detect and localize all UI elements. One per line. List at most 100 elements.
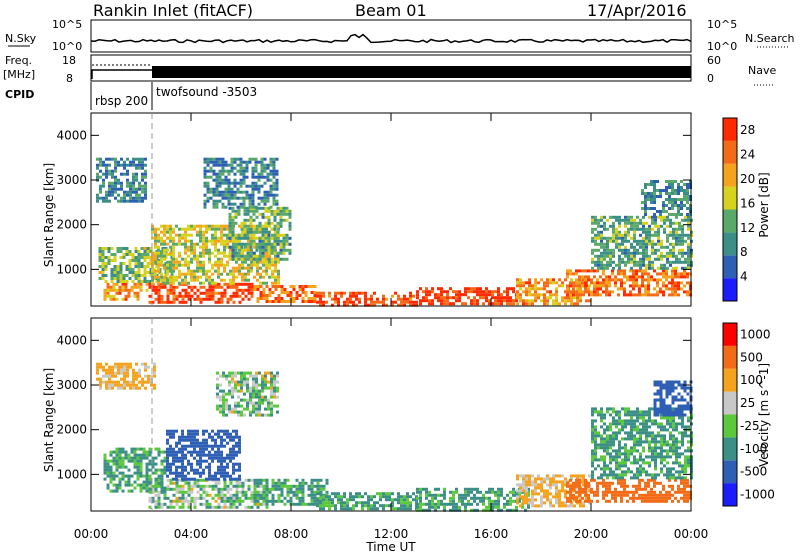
heatmap-cell [187, 294, 191, 298]
heatmap-cell [473, 296, 476, 300]
heatmap-cell [126, 365, 129, 369]
heatmap-cell [564, 290, 567, 294]
heatmap-cell [157, 239, 160, 243]
heatmap-cell [175, 459, 178, 463]
heatmap-cell [644, 290, 647, 294]
heatmap-cell [261, 386, 264, 390]
heatmap-cell [108, 163, 111, 167]
heatmap-cell [672, 266, 675, 270]
heatmap-cell [211, 266, 214, 270]
heatmap-cell [254, 175, 258, 179]
heatmap-cell [259, 490, 263, 494]
heatmap-cell [219, 398, 222, 402]
heatmap-cell [226, 496, 230, 500]
heatmap-cell [515, 505, 518, 509]
heatmap-cell [561, 486, 564, 490]
heatmap-cell [232, 444, 235, 448]
heatmap-cell [648, 215, 651, 219]
heatmap-cell [103, 477, 107, 481]
heatmap-cell [645, 227, 648, 231]
heatmap-cell [674, 478, 677, 482]
heatmap-cell [250, 224, 253, 228]
heatmap-cell [346, 303, 349, 307]
heatmap-cell [248, 193, 252, 197]
heatmap-cell [154, 471, 158, 475]
heatmap-cell [137, 262, 141, 265]
freq-tick-bottom: 8 [66, 72, 73, 85]
heatmap-cell [259, 502, 263, 506]
heatmap-cell [129, 181, 132, 185]
heatmap-cell [283, 288, 287, 291]
heatmap-cell [229, 272, 232, 276]
heatmap-cell [506, 493, 509, 497]
heatmap-cell [184, 288, 188, 292]
heatmap-cell [578, 478, 581, 482]
heatmap-cell [277, 224, 280, 228]
heatmap-cell [663, 227, 666, 231]
heatmap-cell [242, 160, 246, 164]
heatmap-cell [618, 215, 621, 219]
heatmap-cell [238, 269, 241, 273]
heatmap-cell [150, 374, 153, 378]
heatmap-cell [681, 254, 684, 258]
heatmap-cell [193, 502, 197, 506]
heatmap-cell [234, 401, 237, 405]
heatmap-cell [301, 490, 305, 494]
heatmap-cell [379, 492, 382, 496]
heatmap-cell [253, 285, 257, 288]
colorbar-tick-label: 24 [740, 148, 755, 162]
heatmap-cell [238, 474, 241, 478]
heatmap-cell [231, 386, 234, 390]
heatmap-cell [669, 254, 672, 258]
heatmap-cell [292, 288, 296, 291]
heatmap-cell [572, 281, 575, 285]
heatmap-cell [255, 392, 258, 396]
heatmap-cell [331, 492, 334, 496]
heatmap-cell [552, 293, 555, 297]
heatmap-cell [657, 227, 660, 231]
heatmap-cell [584, 290, 587, 294]
heatmap-cell [391, 501, 394, 505]
heatmap-cell [594, 227, 597, 231]
heatmap-cell [175, 233, 178, 237]
heatmap-cell [596, 284, 599, 288]
heatmap-cell [259, 496, 263, 500]
heatmap-cell [202, 269, 205, 273]
heatmap-cell [672, 260, 675, 264]
heatmap-cell [226, 227, 229, 231]
heatmap-cell [680, 478, 683, 482]
heatmap-cell [275, 187, 279, 191]
heatmap-cell [257, 172, 261, 176]
heatmap-cell [674, 284, 677, 288]
heatmap-cell [239, 160, 243, 164]
heatmap-cell [603, 464, 606, 468]
heatmap-cell [645, 245, 648, 249]
heatmap-cell [157, 269, 160, 273]
heatmap-cell [669, 230, 672, 234]
heatmap-cell [262, 490, 266, 494]
heatmap-cell [677, 272, 680, 276]
heatmap-cell [316, 504, 319, 508]
heatmap-cell [276, 236, 280, 240]
heatmap-cell [584, 499, 587, 503]
heatmap-cell [206, 187, 210, 191]
heatmap-cell [205, 477, 208, 481]
heatmap-cell [415, 495, 418, 499]
heatmap-cell [137, 274, 141, 277]
heatmap-cell [627, 251, 630, 255]
heatmap-cell [124, 450, 128, 454]
heatmap-cell [591, 260, 594, 264]
heatmap-cell [270, 209, 274, 213]
heatmap-cell [597, 230, 600, 234]
heatmap-cell [677, 183, 680, 186]
heatmap-cell [627, 239, 630, 243]
heatmap-cell [263, 181, 267, 185]
heatmap-cell [686, 207, 689, 210]
heatmap-cell [260, 184, 264, 188]
heatmap-cell [268, 254, 271, 258]
heatmap-cell [199, 478, 203, 482]
heatmap-cell [488, 299, 491, 303]
heatmap-cell [603, 473, 606, 477]
heatmap-cell [229, 505, 233, 509]
heatmap-cell [406, 498, 409, 502]
